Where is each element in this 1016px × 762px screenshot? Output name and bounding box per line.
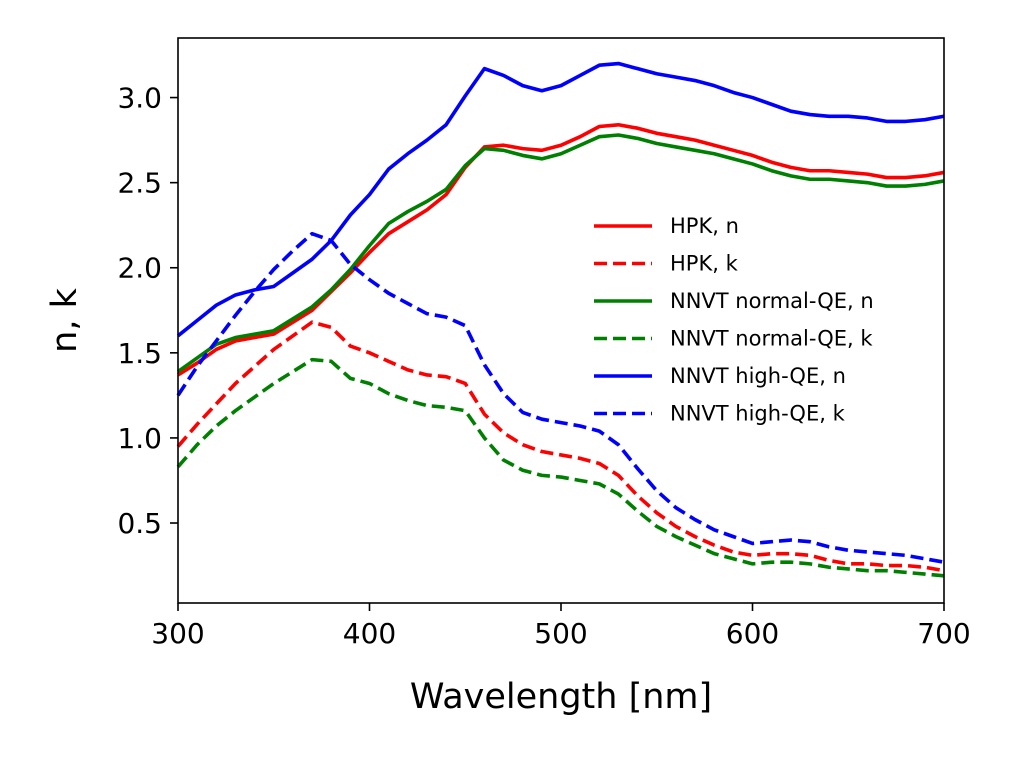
series-line-4: [176, 61, 945, 338]
y-tick-label: 0.5: [117, 507, 162, 540]
legend-label-3: NNVT normal-QE, k: [670, 327, 873, 351]
series-line-2: [176, 133, 945, 374]
y-axis-label: n, k: [45, 287, 85, 352]
x-axis-label: Wavelength [nm]: [410, 677, 712, 717]
legend: HPK, n HPK, k NNVT normal-QE, n NNVT normal…: [594, 214, 874, 426]
legend-label-1: HPK, k: [670, 252, 739, 276]
series-line-1: [176, 320, 945, 573]
y-tick-label: 1.0: [117, 422, 162, 455]
x-tick-label: 400: [343, 617, 396, 650]
x-tick-label: 700: [917, 617, 970, 650]
series-line-0: [177, 122, 945, 377]
series-layer: [176, 61, 945, 578]
y-tick-label: 3.0: [117, 82, 162, 115]
y-tick-label: 1.5: [117, 337, 162, 370]
y-tick-label: 2.0: [117, 252, 162, 285]
x-tick-label: 300: [151, 617, 204, 650]
y-tick-label: 2.5: [117, 167, 162, 200]
legend-label-0: HPK, n: [670, 214, 739, 238]
x-axis: 300 400 500 600 700: [151, 603, 971, 650]
x-tick-label: 500: [534, 617, 587, 650]
legend-label-4: NNVT high-QE, n: [670, 364, 846, 388]
series-line-3: [176, 357, 945, 578]
series-line-5: [176, 231, 945, 564]
y-axis: 0.5 1.0 1.5 2.0 2.5 3.0: [117, 82, 178, 540]
legend-label-5: NNVT high-QE, k: [670, 402, 846, 426]
x-tick-label: 600: [726, 617, 779, 650]
legend-label-2: NNVT normal-QE, n: [670, 289, 874, 313]
